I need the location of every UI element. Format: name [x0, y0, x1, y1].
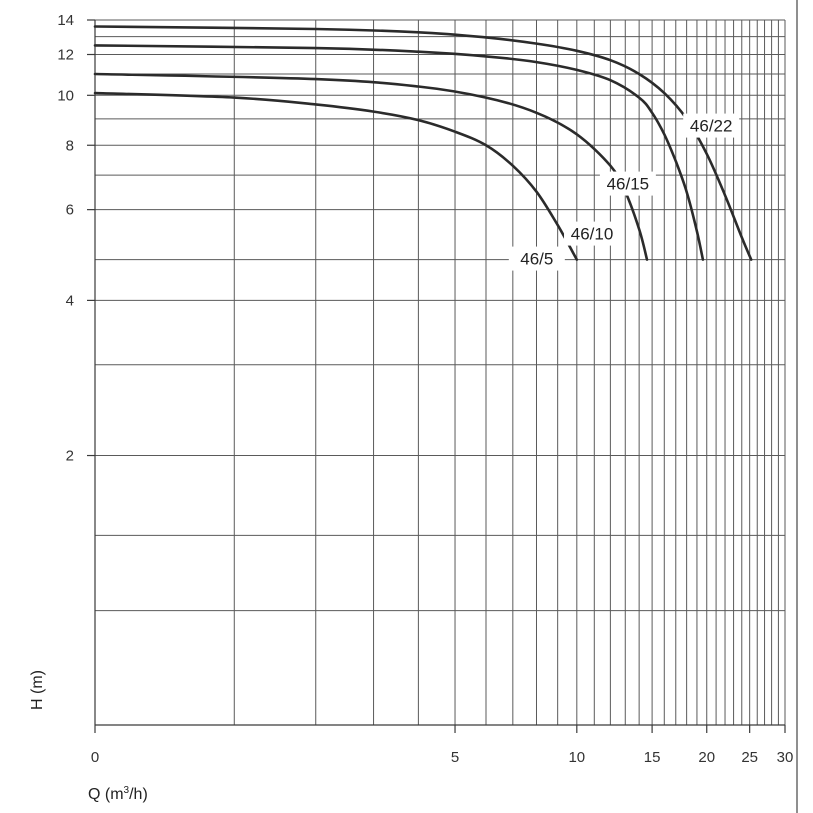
series-label-46-15: 46/15	[607, 175, 650, 194]
series-curve-46-22	[93, 25, 753, 261]
series-label-background	[508, 246, 565, 271]
series-labels: 46/5 46/10 46/15 46/22	[508, 113, 740, 271]
series-label-46-22: 46/22	[690, 117, 733, 136]
y-tick-label: 12	[57, 47, 74, 64]
x-tick-label: 5	[451, 749, 459, 766]
x-axis-title-rest: /h)	[129, 786, 148, 803]
y-axis-title: H (m)	[29, 670, 46, 710]
y-tick-label: 6	[66, 202, 74, 219]
series-curves	[93, 25, 753, 261]
y-tick-label: 10	[57, 87, 74, 104]
series-label-46-5: 46/5	[520, 250, 553, 269]
series-curve-46-5	[93, 91, 579, 261]
y-tick-label: 14	[57, 12, 74, 29]
x-axis-title-sup: 3	[124, 785, 130, 796]
x-tick-label: 0	[91, 749, 99, 766]
y-tick-label: 2	[66, 448, 74, 465]
x-tick-label: 15	[644, 749, 661, 766]
y-tick-label: 4	[66, 292, 74, 309]
tick-labels: 2 4 6 8 10 12 14 0 5 10 15 20 25 30	[57, 12, 793, 766]
series-label-background	[683, 113, 740, 138]
x-axis-title: Q (m3/h)	[88, 785, 148, 803]
x-tick-label: 25	[741, 749, 758, 766]
x-tick-label: 20	[698, 749, 715, 766]
x-tick-label: 10	[568, 749, 585, 766]
series-curve-46-10	[93, 72, 649, 261]
x-tick-label: 30	[777, 749, 794, 766]
series-label-46-10: 46/10	[571, 225, 614, 244]
series-label-background	[564, 221, 621, 246]
axes	[87, 19, 786, 733]
x-axis-title-base: Q (m	[88, 786, 124, 803]
series-label-background	[599, 171, 656, 196]
series-curve-46-15	[93, 44, 705, 261]
y-tick-label: 8	[66, 137, 74, 154]
